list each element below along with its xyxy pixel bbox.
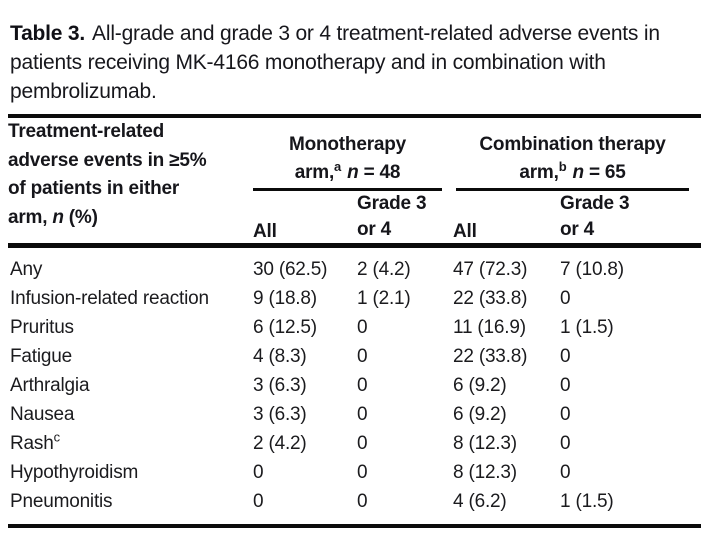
footnote-marker-a: a: [334, 158, 342, 174]
paper-table-page: Table 3. All-grade and grade 3 or 4 treat…: [0, 19, 709, 558]
table-row: Pruritus 6 (12.5) 0 11 (16.9) 1 (1.5): [8, 313, 701, 342]
cell-mono-all: 0: [253, 491, 264, 512]
table-row: Arthralgia 3 (6.3) 0 6 (9.2) 0: [8, 371, 701, 400]
n-symbol: n: [347, 162, 359, 183]
cell-combo-grade34: 0: [560, 433, 571, 454]
cell-mono-all: 3 (6.3): [253, 404, 307, 425]
cell-mono-grade34: 0: [357, 433, 368, 454]
table-row: Hypothyroidism 0 0 8 (12.3) 0: [8, 458, 701, 487]
stub-header-line: arm, n (%): [8, 206, 98, 228]
row-label: Any: [10, 259, 43, 280]
cell-combo-all: 11 (16.9): [453, 317, 526, 338]
row-label: Pruritus: [10, 317, 74, 338]
cell-combo-grade34: 1 (1.5): [560, 491, 614, 512]
cell-mono-grade34: 0: [357, 491, 368, 512]
row-label: Hypothyroidism: [10, 462, 139, 483]
cell-combo-all: 22 (33.8): [453, 346, 528, 367]
cell-combo-all: 8 (12.3): [453, 462, 517, 483]
table-header: Treatment-related adverse events in ≥5% …: [8, 118, 701, 246]
group-name: Combination therapy: [479, 134, 666, 155]
subheader-combo-all: All: [453, 221, 477, 242]
cell-combo-grade34: 0: [560, 288, 571, 309]
cell-mono-grade34: 0: [357, 404, 368, 425]
table-caption-text: All-grade and grade 3 or 4 treatment-rel…: [10, 22, 660, 103]
row-label: Nausea: [10, 404, 75, 425]
cell-mono-grade34: 2 (4.2): [357, 259, 411, 280]
cell-combo-all: 8 (12.3): [453, 433, 517, 454]
stub-column-header: Treatment-related adverse events in ≥5% …: [8, 118, 253, 246]
cell-combo-grade34: 7 (10.8): [560, 259, 624, 280]
n-symbol: n: [572, 162, 584, 183]
stub-header-line: adverse events in ≥5%: [8, 149, 207, 171]
row-label: Arthralgia: [10, 375, 90, 396]
stub-header-line: Treatment-related: [8, 121, 165, 142]
table-row: Fatigue 4 (8.3) 0 22 (33.8) 0: [8, 342, 701, 371]
cell-mono-grade34: 0: [357, 375, 368, 396]
group-n-line: arm,b n = 65: [519, 158, 626, 183]
cell-mono-grade34: 0: [357, 346, 368, 367]
cell-mono-grade34: 1 (2.1): [357, 288, 411, 309]
subheader-mono-grade34: Grade 3 or 4: [357, 193, 427, 240]
table-row: Infusion-related reaction 9 (18.8) 1 (2.…: [8, 284, 701, 313]
cell-combo-grade34: 0: [560, 346, 571, 367]
cell-combo-all: 22 (33.8): [453, 288, 528, 309]
table-caption-label: Table 3.: [10, 22, 86, 45]
cell-combo-all: 4 (6.2): [453, 491, 507, 512]
row-label: Pneumonitis: [10, 491, 113, 512]
group-name: Monotherapy: [288, 134, 407, 155]
cell-combo-grade34: 1 (1.5): [560, 317, 614, 338]
table-row: Any 30 (62.5) 2 (4.2) 47 (72.3) 7 (10.8): [8, 246, 701, 285]
cell-mono-all: 0: [253, 462, 264, 483]
cell-mono-all: 9 (18.8): [253, 288, 317, 309]
footnote-marker-c: c: [53, 429, 61, 445]
group-header-monotherapy: Monotherapy arm,a n = 48: [253, 118, 453, 191]
table-row: Rashc 2 (4.2) 0 8 (12.3) 0: [8, 429, 701, 458]
group-n-line: arm,a n = 48: [294, 158, 401, 183]
n-symbol: n: [52, 206, 64, 228]
cell-mono-all: 2 (4.2): [253, 433, 307, 454]
subheader-combo-grade34: Grade 3 or 4: [560, 193, 630, 240]
table-row: Pneumonitis 0 0 4 (6.2) 1 (1.5): [8, 487, 701, 526]
cell-combo-grade34: 0: [560, 404, 571, 425]
adverse-events-table: Treatment-related adverse events in ≥5% …: [8, 118, 701, 528]
cell-mono-grade34: 0: [357, 462, 368, 483]
cell-mono-grade34: 0: [357, 317, 368, 338]
cell-mono-all: 6 (12.5): [253, 317, 317, 338]
table-caption: Table 3. All-grade and grade 3 or 4 treat…: [10, 19, 697, 106]
subheader-mono-all: All: [253, 221, 277, 242]
row-label: Fatigue: [10, 346, 72, 367]
cell-combo-all: 6 (9.2): [453, 404, 507, 425]
cell-combo-all: 47 (72.3): [453, 259, 528, 280]
cell-mono-all: 3 (6.3): [253, 375, 307, 396]
cell-mono-all: 30 (62.5): [253, 259, 328, 280]
cell-combo-grade34: 0: [560, 375, 571, 396]
caption-divider-rule: [8, 114, 701, 118]
group-header-combination: Combination therapy arm,b n = 65: [453, 118, 701, 191]
cell-combo-grade34: 0: [560, 462, 571, 483]
table-row: Nausea 3 (6.3) 0 6 (9.2) 0: [8, 400, 701, 429]
stub-header-line: of patients in either: [8, 178, 180, 199]
cell-combo-all: 6 (9.2): [453, 375, 507, 396]
table-body: Any 30 (62.5) 2 (4.2) 47 (72.3) 7 (10.8)…: [8, 246, 701, 527]
footnote-marker-b: b: [558, 158, 567, 174]
row-label: Infusion-related reaction: [10, 288, 209, 309]
cell-mono-all: 4 (8.3): [253, 346, 307, 367]
row-label: Rashc: [10, 429, 61, 454]
